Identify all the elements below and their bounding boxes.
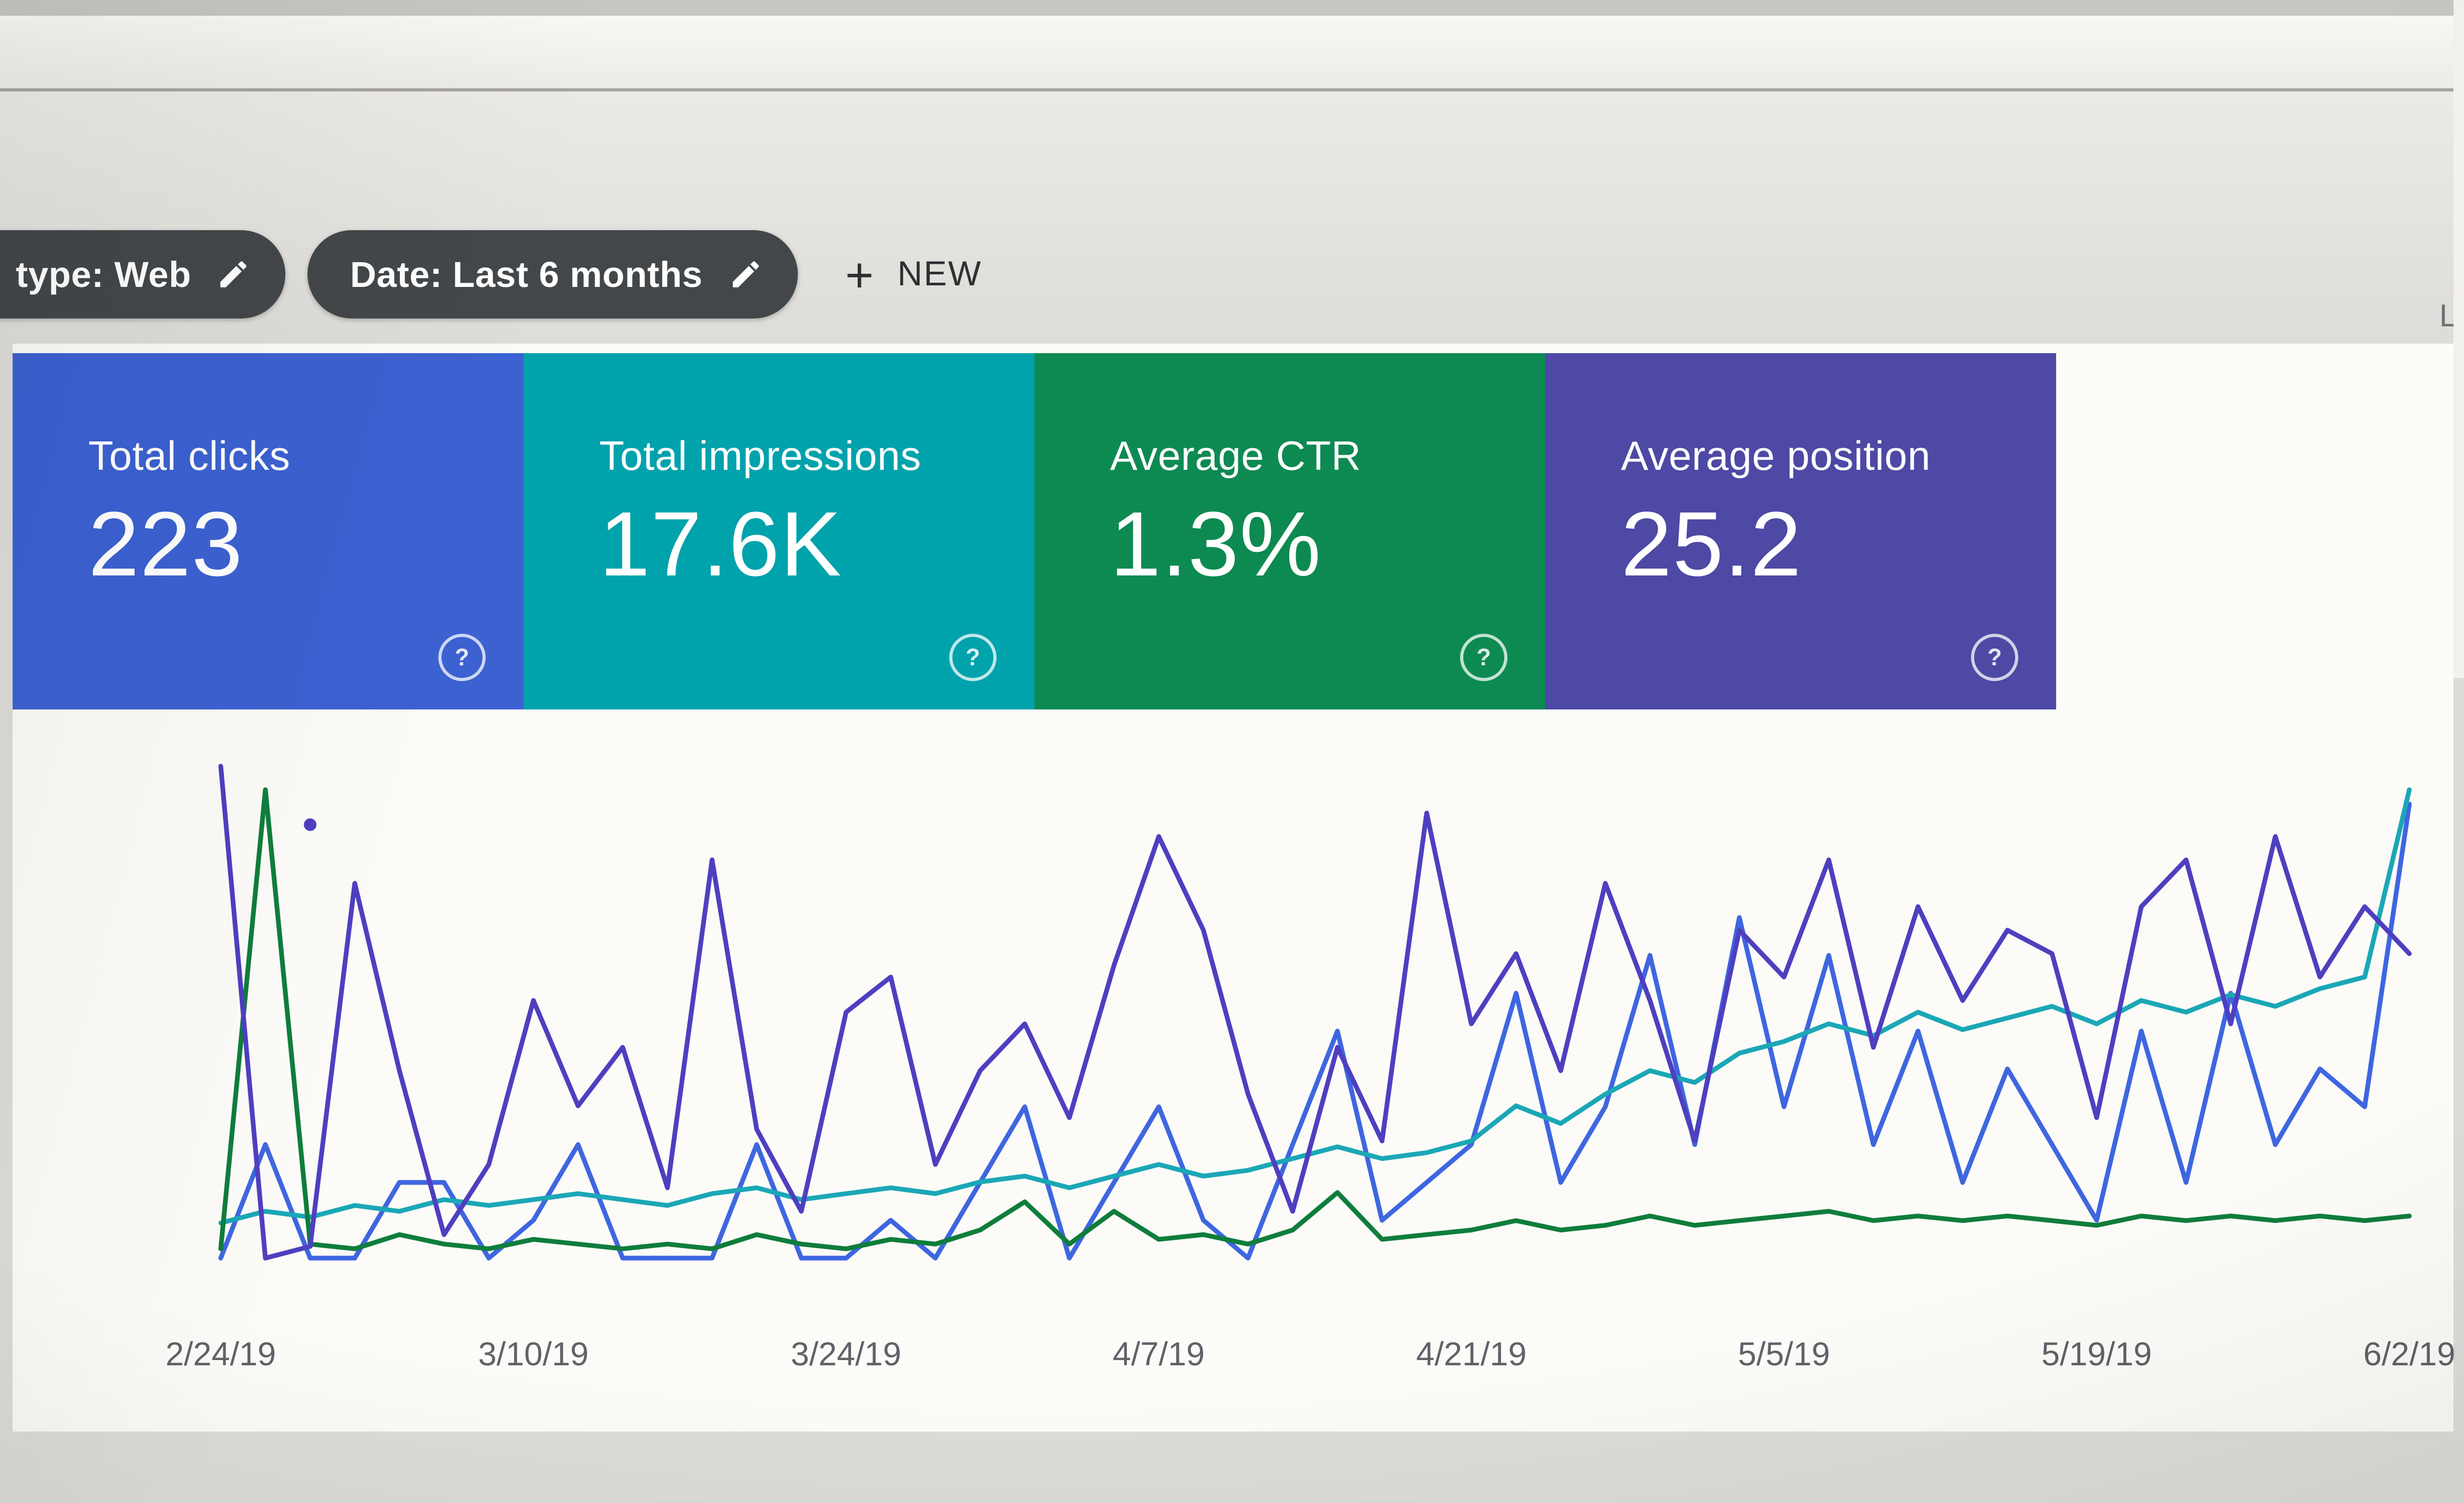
date-range-chip[interactable]: Date: Last 6 months [307, 230, 797, 318]
card-title: Average CTR [1110, 432, 1361, 479]
x-axis-label: 4/7/19 [1112, 1337, 1205, 1373]
x-axis-label: 4/21/19 [1416, 1337, 1527, 1373]
x-axis-label: 3/24/19 [790, 1337, 901, 1373]
filter-toolbar: type: Web Date: Last 6 months + NEW La [0, 91, 2464, 344]
x-axis-label: 5/5/19 [1738, 1337, 1830, 1373]
search-type-chip[interactable]: type: Web [0, 230, 286, 318]
card-title: Average position [1621, 432, 1931, 479]
card-value: 17.6K [599, 493, 843, 596]
date-range-chip-label: Date: Last 6 months [350, 253, 703, 294]
new-filter-label: NEW [897, 254, 982, 293]
chart-line-impressions [218, 787, 2412, 1226]
card-value: 1.3% [1110, 493, 1322, 596]
card-value: 223 [88, 493, 243, 596]
search-type-chip-label: type: Web [16, 253, 191, 294]
performance-panel: Total clicks 223 ? Total impressions 17.… [13, 344, 2456, 1432]
chart-line-ctr [218, 787, 2412, 1251]
metric-cards-row: Total clicks 223 ? Total impressions 17.… [13, 353, 2056, 709]
performance-chart[interactable]: 2/24/19 3/10/19 3/24/19 4/7/19 4/21/19 5/5/19… [13, 709, 2456, 1432]
x-axis-label: 5/19/19 [2041, 1337, 2152, 1373]
edit-pencil-icon[interactable] [217, 257, 251, 292]
plus-icon: + [845, 246, 874, 302]
metric-card-average-ctr[interactable]: Average CTR 1.3% ? [1034, 353, 1545, 709]
edit-pencil-icon[interactable] [728, 257, 763, 292]
metric-card-total-impressions[interactable]: Total impressions 17.6K ? [523, 353, 1034, 709]
x-axis-label: 3/10/19 [478, 1337, 589, 1373]
metric-card-average-position[interactable]: Average position 25.2 ? [1545, 353, 2056, 709]
x-axis-label: 2/24/19 [165, 1337, 276, 1373]
monitor-edge-right [2453, 0, 2464, 678]
help-icon[interactable]: ? [1971, 634, 2018, 681]
help-icon[interactable]: ? [438, 634, 486, 681]
card-value: 25.2 [1621, 493, 1802, 596]
chart-line-clicks [218, 801, 2412, 1261]
x-axis-label: 6/2/19 [2363, 1337, 2456, 1373]
card-title: Total impressions [599, 432, 921, 479]
x-axis: 2/24/19 3/10/19 3/24/19 4/7/19 4/21/19 5/5/19… [13, 1337, 2456, 1400]
card-title: Total clicks [88, 432, 291, 479]
help-icon[interactable]: ? [1460, 634, 1507, 681]
monitor-bezel-top [0, 0, 2464, 16]
metric-card-total-clicks[interactable]: Total clicks 223 ? [13, 353, 523, 709]
stray-data-point [304, 818, 317, 831]
performance-chart-svg[interactable] [13, 709, 2453, 1372]
chart-line-position [218, 764, 2412, 1261]
monitor-bezel-band [0, 16, 2464, 91]
new-filter-button[interactable]: + NEW [845, 230, 982, 318]
help-icon[interactable]: ? [949, 634, 997, 681]
